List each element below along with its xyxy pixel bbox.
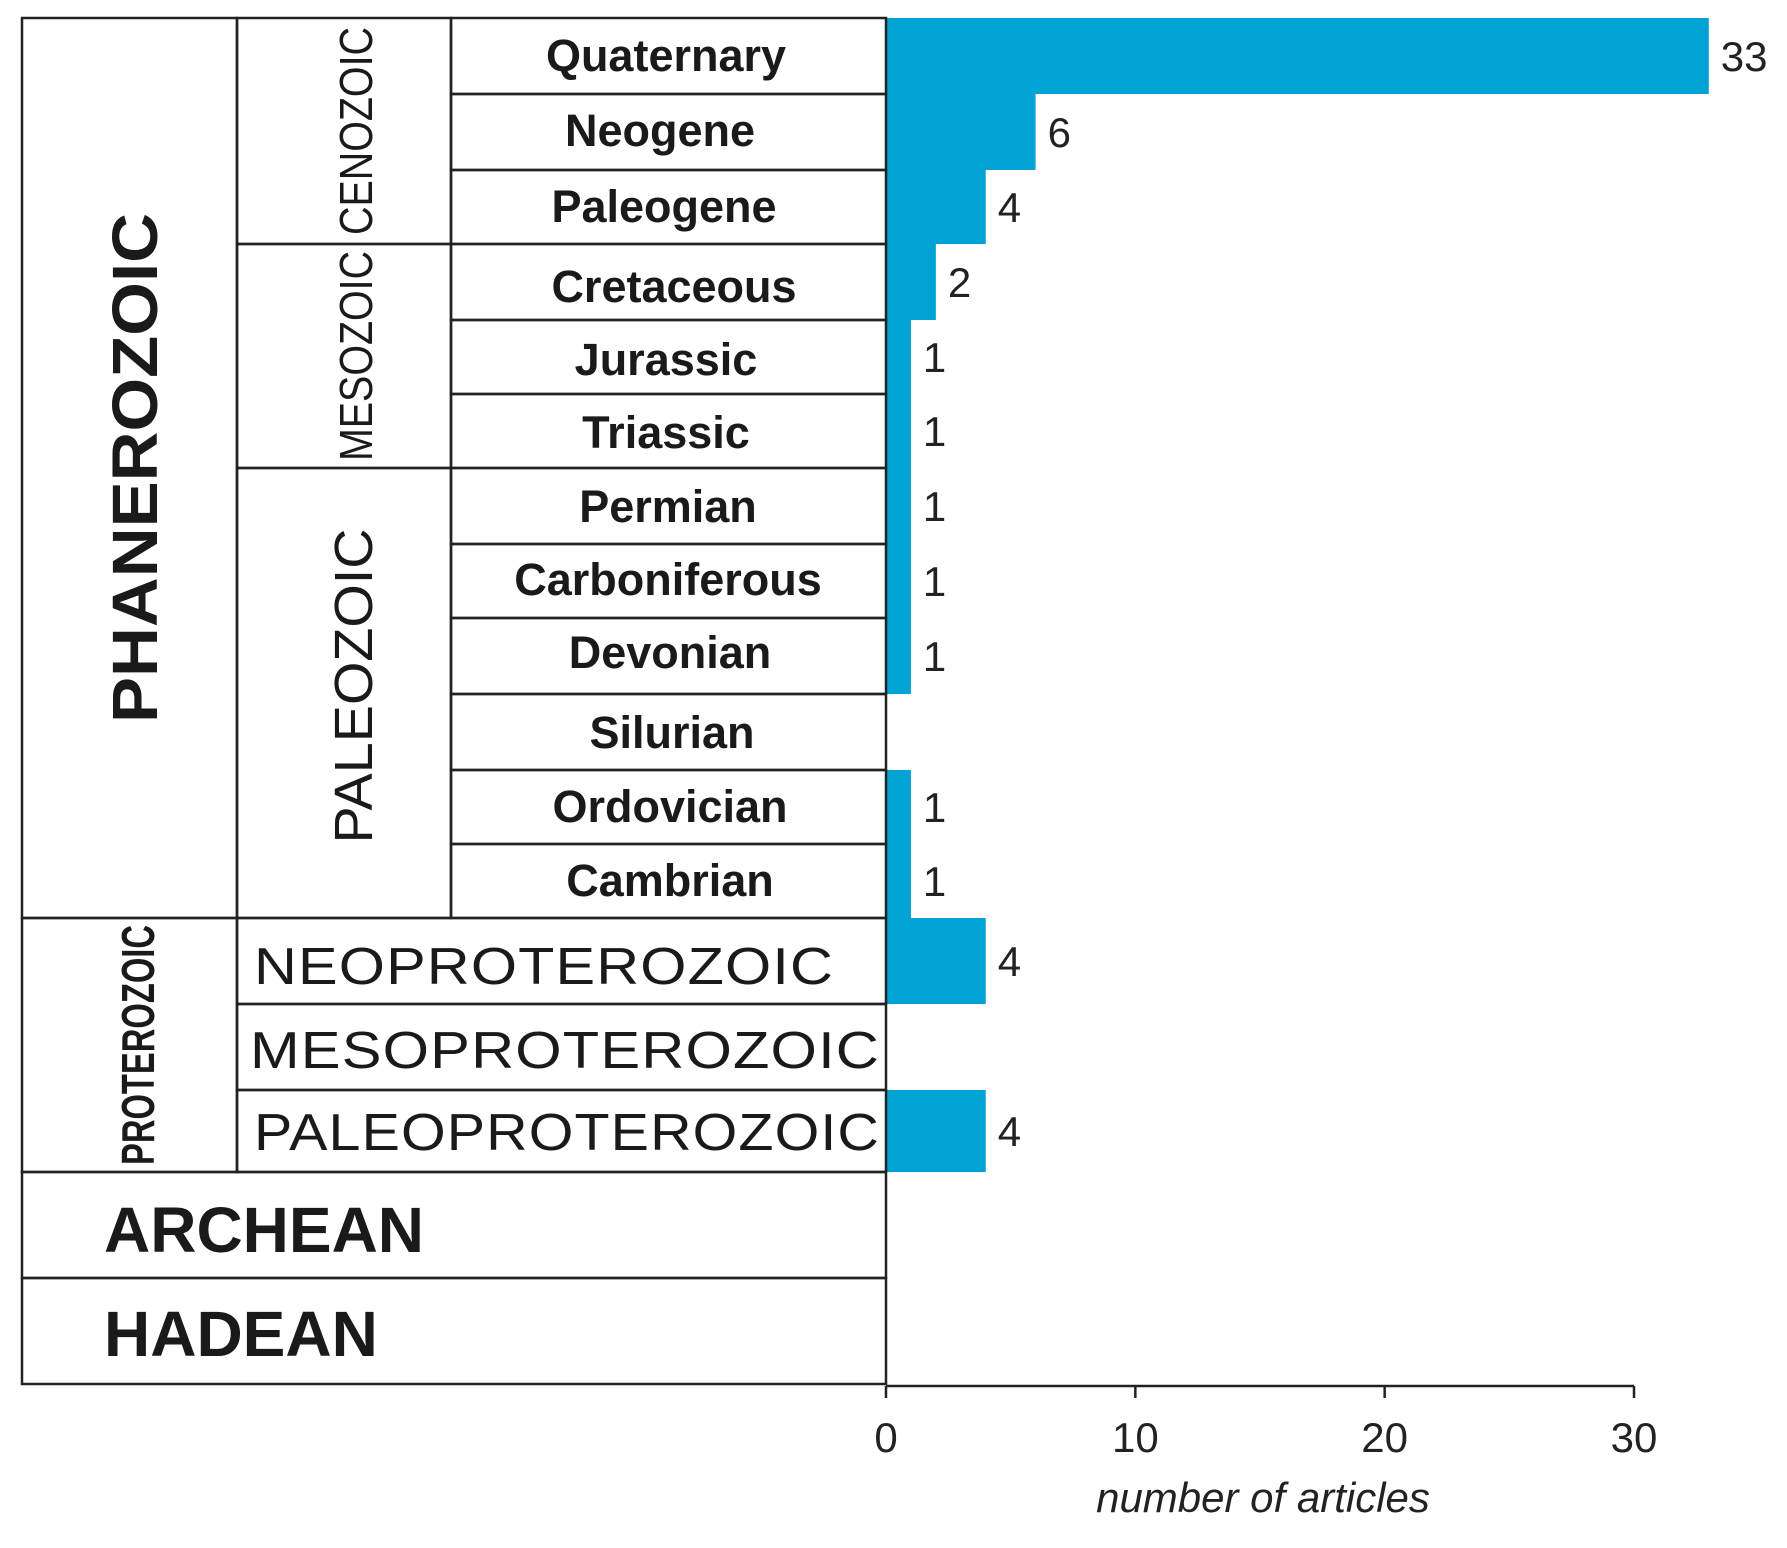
bar-triassic bbox=[886, 394, 911, 468]
eon-label-phanerozoic: PHANEROZOIC bbox=[99, 213, 171, 723]
period-label-permian: Permian bbox=[579, 481, 757, 532]
era-label-mesozoic: MESOZOIC bbox=[330, 251, 382, 461]
x-tick-label-30: 30 bbox=[1611, 1414, 1658, 1461]
period-label-quaternary: Quaternary bbox=[546, 30, 786, 81]
value-label-paleoproterozoic: 4 bbox=[998, 1108, 1021, 1155]
era-label-mesoproterozoic: MESOPROTEROZOIC bbox=[250, 1022, 880, 1080]
period-cell-cambrian bbox=[449, 842, 888, 920]
era-cell-paleoproterozoic bbox=[235, 1088, 888, 1174]
eon-label-proterozoic: PROTEROZOIC bbox=[112, 925, 164, 1165]
x-axis: 0 10 20 30 number of articles bbox=[874, 1384, 1658, 1521]
bar-permian bbox=[886, 468, 911, 544]
bar-quaternary bbox=[886, 18, 1709, 94]
period-label-jurassic: Jurassic bbox=[575, 334, 758, 385]
value-label-neoproterozoic: 4 bbox=[998, 938, 1021, 985]
value-label-ordovician: 1 bbox=[923, 784, 946, 831]
period-label-devonian: Devonian bbox=[569, 627, 772, 678]
bar-neoproterozoic bbox=[886, 918, 986, 1004]
era-label-paleoproterozoic: PALEOPROTEROZOIC bbox=[254, 1104, 880, 1162]
bar-cretaceous bbox=[886, 244, 936, 320]
period-label-triassic: Triassic bbox=[582, 407, 750, 458]
value-label-triassic: 1 bbox=[923, 408, 946, 455]
value-label-neogene: 6 bbox=[1048, 109, 1071, 156]
eon-cell-hadean bbox=[20, 1276, 888, 1386]
period-label-carboniferous: Carboniferous bbox=[514, 554, 822, 605]
period-label-neogene: Neogene bbox=[565, 105, 755, 156]
eon-label-archean: ARCHEAN bbox=[104, 1194, 424, 1266]
value-label-permian: 1 bbox=[923, 483, 946, 530]
period-label-ordovician: Ordovician bbox=[552, 781, 787, 832]
era-label-neoproterozoic: NEOPROTEROZOIC bbox=[254, 938, 834, 996]
bar-ordovician bbox=[886, 770, 911, 844]
x-tick-label-10: 10 bbox=[1112, 1414, 1159, 1461]
era-label-paleozoic: PALEOZOIC bbox=[324, 529, 384, 844]
period-label-cambrian: Cambrian bbox=[566, 855, 774, 906]
bar-carboniferous bbox=[886, 544, 911, 618]
bar-jurassic bbox=[886, 320, 911, 394]
bar-paleogene bbox=[886, 170, 986, 244]
period-label-paleogene: Paleogene bbox=[551, 181, 776, 232]
value-label-cambrian: 1 bbox=[923, 858, 946, 905]
x-tick-label-0: 0 bbox=[874, 1414, 897, 1461]
bar-neogene bbox=[886, 94, 1036, 170]
period-label-cretaceous: Cretaceous bbox=[551, 261, 796, 312]
value-label-devonian: 1 bbox=[923, 633, 946, 680]
x-tick-label-20: 20 bbox=[1361, 1414, 1408, 1461]
value-label-cretaceous: 2 bbox=[948, 259, 971, 306]
value-label-jurassic: 1 bbox=[923, 334, 946, 381]
value-label-carboniferous: 1 bbox=[923, 558, 946, 605]
value-label-quaternary: 33 bbox=[1721, 33, 1768, 80]
bar-devonian bbox=[886, 618, 911, 694]
eon-label-hadean: HADEAN bbox=[104, 1298, 378, 1370]
bar-cambrian bbox=[886, 844, 911, 918]
x-axis-title: number of articles bbox=[1096, 1474, 1430, 1521]
bars-group bbox=[886, 18, 1709, 1172]
bar-paleoproterozoic bbox=[886, 1090, 986, 1172]
value-labels-group: 33 6 4 2 1 1 1 1 1 1 1 4 4 bbox=[923, 33, 1768, 1155]
era-label-cenozoic: CENOZOIC bbox=[330, 27, 382, 235]
value-label-paleogene: 4 bbox=[998, 184, 1021, 231]
period-label-silurian: Silurian bbox=[589, 707, 754, 758]
geologic-timescale-table: Quaternary Neogene Paleogene Cretaceous … bbox=[20, 16, 888, 1386]
